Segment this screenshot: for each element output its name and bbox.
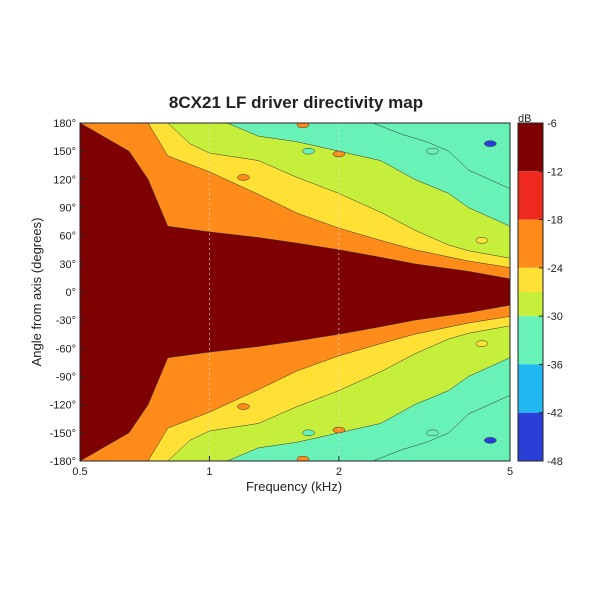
y-tick-label: 180° bbox=[53, 118, 76, 130]
colorbar-tick-label: -12 bbox=[547, 166, 563, 178]
colorbar-tick-label: -18 bbox=[547, 215, 563, 227]
colorbar-band bbox=[518, 123, 543, 172]
contour-island bbox=[296, 123, 310, 129]
y-tick-label: -150° bbox=[50, 428, 76, 440]
y-axis-label: Angle from axis (degrees) bbox=[29, 218, 44, 367]
x-tick-label: 1 bbox=[206, 466, 212, 478]
colorbar-ticks: -6 -12 -18 -24 -30 -36 -42 -48 bbox=[539, 118, 563, 468]
y-tick-label: 150° bbox=[53, 146, 76, 158]
colorbar-band bbox=[518, 292, 543, 317]
colorbar-band bbox=[518, 364, 543, 413]
colorbar-tick-label: -6 bbox=[547, 118, 557, 130]
grid-lines bbox=[209, 123, 340, 461]
colorbar-tick-label: -30 bbox=[547, 311, 563, 323]
contour-island bbox=[332, 426, 346, 434]
contour-island-group bbox=[237, 123, 497, 461]
x-tick-label: 5 bbox=[507, 466, 513, 478]
y-tick-label: -60° bbox=[56, 343, 76, 355]
y-tick-label: 0° bbox=[65, 287, 76, 299]
colorbar bbox=[518, 123, 543, 461]
colorbar-band bbox=[518, 171, 543, 220]
contour-island bbox=[296, 455, 310, 461]
contour-island bbox=[475, 340, 489, 347]
contour-island bbox=[237, 174, 250, 181]
colorbar-tick-label: -36 bbox=[547, 359, 563, 371]
contour-island bbox=[302, 429, 315, 437]
y-tick-label: -180° bbox=[50, 456, 76, 468]
y-tick-label: -90° bbox=[56, 372, 76, 384]
contour-island bbox=[484, 140, 497, 147]
colorbar-band bbox=[518, 316, 543, 365]
x-tick-label: 2 bbox=[336, 466, 342, 478]
chart-title: 8CX21 LF driver directivity map bbox=[169, 93, 423, 112]
colorbar-band bbox=[518, 219, 543, 268]
contour-island bbox=[484, 437, 497, 444]
x-ticks: 0.5 1 2 5 bbox=[72, 456, 513, 478]
contour-island bbox=[475, 237, 489, 244]
x-tick-label: 0.5 bbox=[72, 466, 87, 478]
y-tick-label: 30° bbox=[59, 259, 76, 271]
y-ticks: 180° 150° 120° 90° 60° 30° 0° -30° -60° -90° -120°… bbox=[50, 118, 85, 468]
y-tick-label: 60° bbox=[59, 231, 76, 243]
minus-30-region-upper bbox=[372, 123, 510, 189]
colorbar-band bbox=[518, 267, 543, 292]
x-axis-label: Frequency (kHz) bbox=[246, 479, 342, 494]
colorbar-tick-label: -24 bbox=[547, 263, 563, 275]
y-tick-label: -120° bbox=[50, 400, 76, 412]
colorbar-frame bbox=[517, 122, 544, 462]
contour-fill-group bbox=[80, 123, 510, 461]
y-tick-label: 120° bbox=[53, 174, 76, 186]
y-tick-label: -30° bbox=[56, 315, 76, 327]
colorbar-tick-label: -42 bbox=[547, 408, 563, 420]
contour-island bbox=[426, 429, 439, 437]
minus-30-region-lower bbox=[372, 395, 510, 461]
colorbar-tick-label: -48 bbox=[547, 456, 563, 468]
contour-island bbox=[237, 403, 250, 410]
colorbar-band bbox=[518, 412, 543, 461]
colorbar-unit-label: dB bbox=[518, 113, 531, 125]
y-tick-label: 90° bbox=[59, 203, 76, 215]
contour-island bbox=[302, 147, 315, 155]
contour-island bbox=[426, 147, 439, 155]
main-lobe-region bbox=[80, 123, 510, 461]
